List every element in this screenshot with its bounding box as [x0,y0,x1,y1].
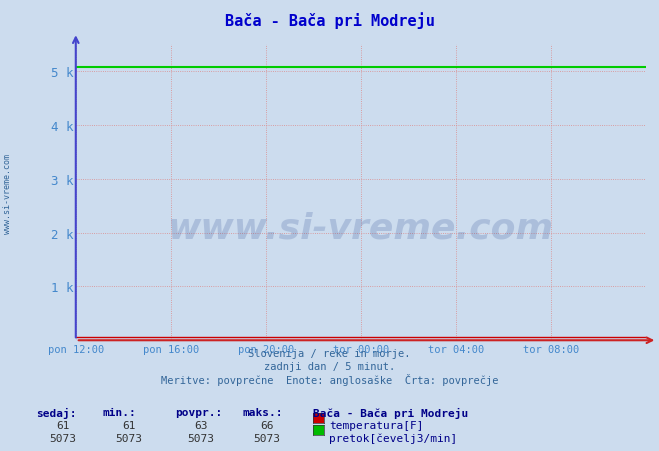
Text: www.si-vreme.com: www.si-vreme.com [168,211,554,245]
Text: Slovenija / reke in morje.: Slovenija / reke in morje. [248,348,411,358]
Text: 61: 61 [122,420,135,430]
Text: 61: 61 [56,420,69,430]
Text: www.si-vreme.com: www.si-vreme.com [3,154,13,234]
Text: Bača - Bača pri Modreju: Bača - Bača pri Modreju [225,13,434,29]
Text: 5073: 5073 [188,433,214,443]
Text: pretok[čevelj3/min]: pretok[čevelj3/min] [329,433,457,443]
Text: sedaj:: sedaj: [36,407,76,418]
Text: Bača - Bača pri Modreju: Bača - Bača pri Modreju [313,407,469,418]
Text: min.:: min.: [102,407,136,417]
Text: 66: 66 [260,420,273,430]
Text: 5073: 5073 [254,433,280,443]
Text: 5073: 5073 [49,433,76,443]
Text: temperatura[F]: temperatura[F] [329,420,423,430]
Text: 5073: 5073 [115,433,142,443]
Text: maks.:: maks.: [243,407,283,417]
Text: 63: 63 [194,420,208,430]
Text: Meritve: povprečne  Enote: anglosaške  Črta: povprečje: Meritve: povprečne Enote: anglosaške Črt… [161,373,498,386]
Text: povpr.:: povpr.: [175,407,222,417]
Text: zadnji dan / 5 minut.: zadnji dan / 5 minut. [264,361,395,371]
